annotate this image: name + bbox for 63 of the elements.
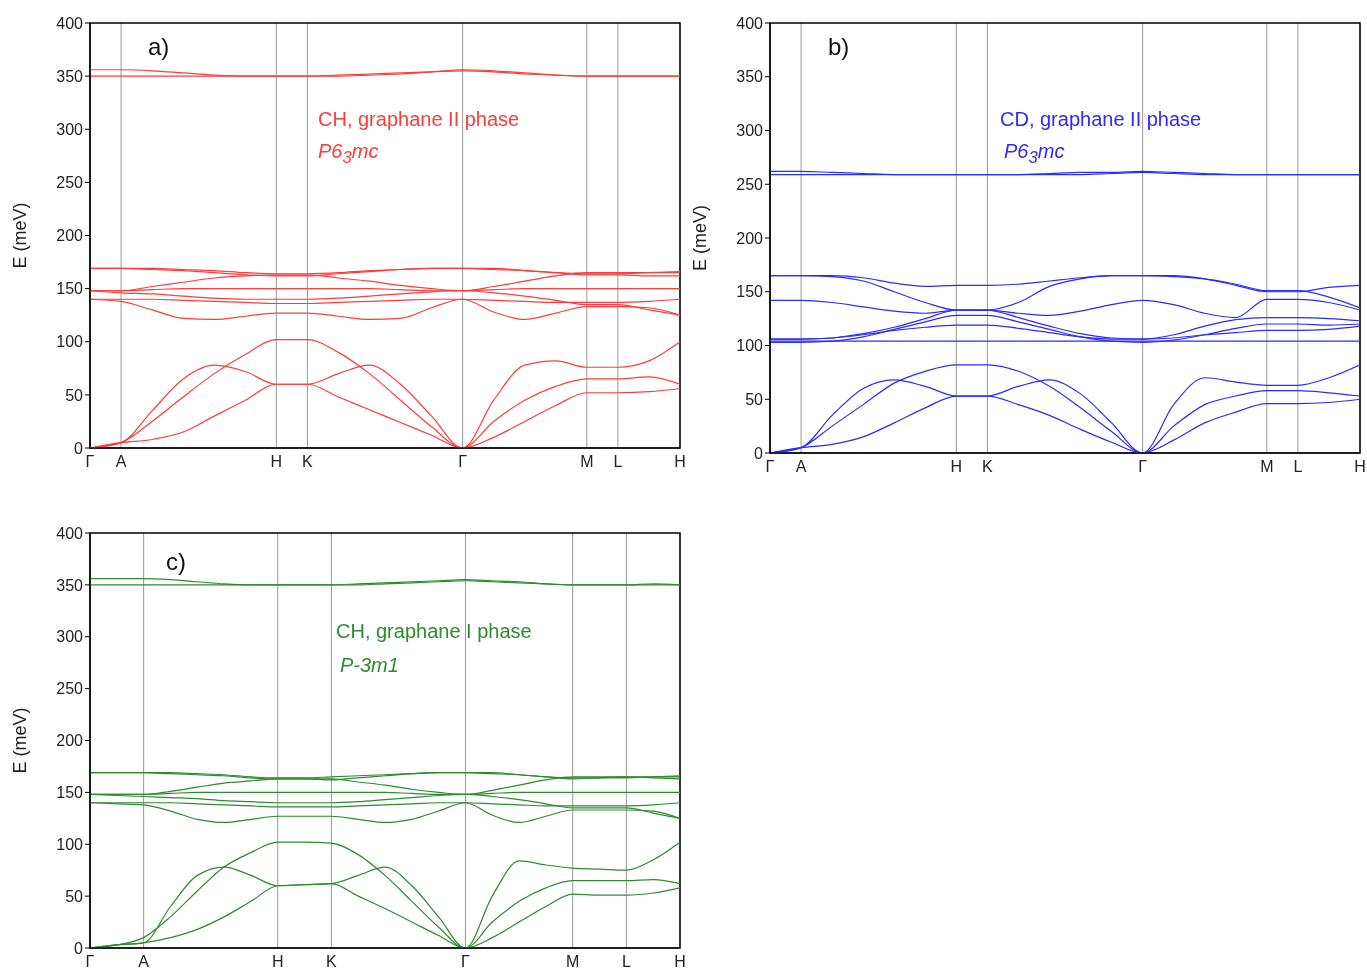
annotation: P6$_{3}$mc <box>318 140 379 168</box>
annotation: CH, graphane II phase <box>318 108 520 131</box>
x-tick-label: L <box>1293 458 1303 476</box>
annotation: CH, graphane I phase <box>336 620 532 643</box>
y-tick-label: 100 <box>56 835 84 853</box>
x-tick-label: Γ <box>85 453 95 471</box>
y-tick-label: 350 <box>736 68 764 86</box>
y-tick-label: 50 <box>745 390 764 408</box>
x-tick-label: H <box>1354 458 1366 476</box>
x-tick-label: K <box>326 953 338 971</box>
x-tick-label: A <box>115 453 127 471</box>
y-tick-label: 400 <box>736 14 764 32</box>
y-tick-label: 350 <box>56 67 84 85</box>
x-tick-label: M <box>566 953 580 971</box>
x-tick-label: Γ <box>765 458 775 476</box>
x-tick-label: A <box>138 953 150 971</box>
x-tick-label: M <box>1260 458 1274 476</box>
y-tick-label: 250 <box>56 680 84 698</box>
y-tick-label: 350 <box>56 576 84 594</box>
y-tick-label: 250 <box>56 174 84 192</box>
y-tick-label: 300 <box>736 122 764 140</box>
y-tick-label: 250 <box>736 175 764 193</box>
y-tick-label: 200 <box>736 229 764 247</box>
y-tick-label: 100 <box>736 337 764 355</box>
x-tick-label: Γ <box>85 953 95 971</box>
y-axis-title: E (meV) <box>10 707 31 774</box>
x-tick-label: K <box>302 453 314 471</box>
y-tick-label: 0 <box>74 439 84 457</box>
x-tick-label: L <box>621 953 631 971</box>
y-tick-label: 50 <box>65 887 84 905</box>
x-tick-label: A <box>795 458 807 476</box>
y-tick-label: 400 <box>56 14 84 32</box>
annotation: P6$_{3}$mc <box>1004 140 1065 168</box>
y-tick-label: 0 <box>74 939 84 957</box>
x-tick-label: Γ <box>458 453 468 471</box>
y-tick-label: 200 <box>56 732 84 750</box>
y-tick-label: 150 <box>736 283 764 301</box>
y-tick-label: 50 <box>65 386 84 404</box>
x-tick-label: H <box>270 453 283 471</box>
x-tick-label: M <box>580 453 594 471</box>
y-tick-label: 300 <box>56 628 84 646</box>
chart-title: a) <box>148 33 170 61</box>
chart-title: b) <box>828 33 850 61</box>
x-tick-label: H <box>674 453 686 471</box>
x-tick-label: H <box>950 458 963 476</box>
y-tick-label: 150 <box>56 280 84 298</box>
annotation: CD, graphane II phase <box>1000 108 1202 131</box>
y-tick-label: 0 <box>754 444 764 462</box>
x-tick-label: H <box>674 953 686 971</box>
x-tick-label: L <box>613 453 623 471</box>
y-tick-label: 150 <box>56 784 84 802</box>
x-tick-label: H <box>271 953 284 971</box>
x-tick-label: Γ <box>461 953 471 971</box>
y-tick-label: 100 <box>56 333 84 351</box>
y-axis-title: E (meV) <box>690 204 711 272</box>
y-tick-label: 300 <box>56 120 84 138</box>
y-tick-label: 400 <box>56 524 84 542</box>
x-tick-label: K <box>982 458 994 476</box>
text: c) <box>166 548 186 576</box>
y-tick-label: 200 <box>56 227 84 245</box>
y-axis-title: E (meV) <box>10 202 31 269</box>
annotation: P-3m1 <box>340 654 399 677</box>
x-tick-label: Γ <box>1138 458 1148 476</box>
